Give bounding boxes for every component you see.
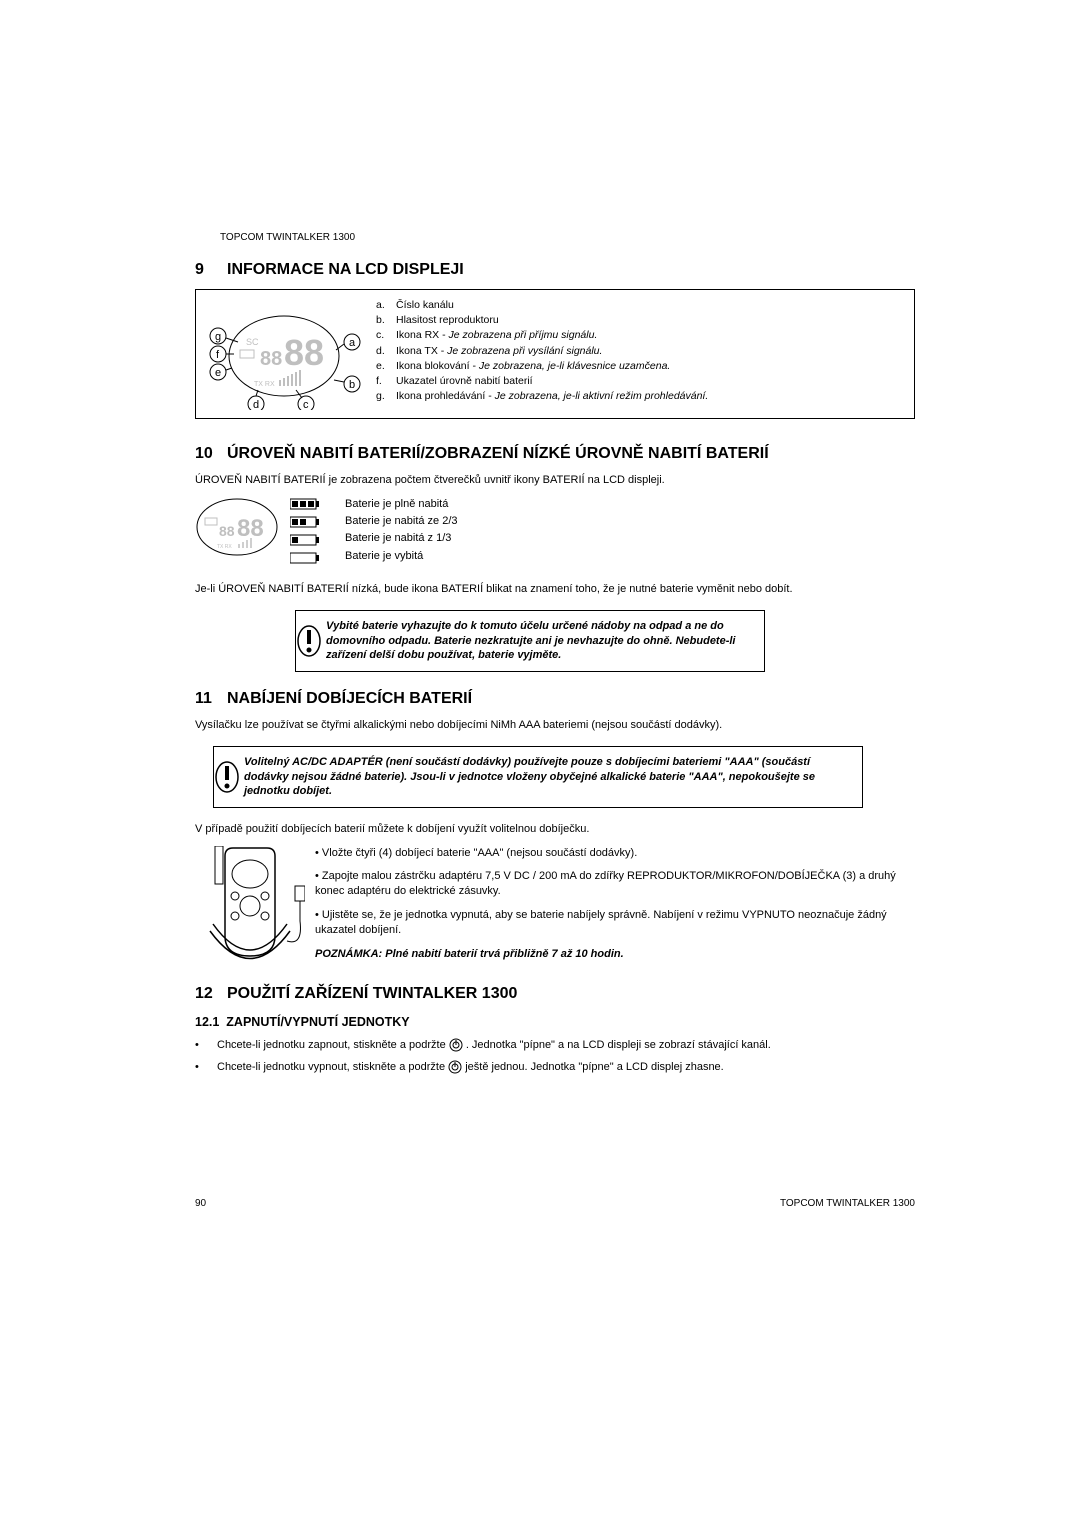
warning-icon <box>214 760 240 794</box>
battery-23-icon <box>290 516 322 528</box>
s10-intro: ÚROVEŇ NABITÍ BATERIÍ je zobrazena počte… <box>195 473 915 488</box>
lcd-svg: 88 88 SC TX RX a b c <box>206 310 376 410</box>
svg-text:d: d <box>253 399 259 410</box>
s11-line2: V případě použití dobíjecích baterií můž… <box>195 822 915 837</box>
svg-text:88: 88 <box>237 515 264 542</box>
battery-labels: Baterie je plně nabitá Baterie je nabitá… <box>345 496 458 564</box>
svg-text:TX RX: TX RX <box>254 381 275 388</box>
svg-text:88: 88 <box>219 523 235 539</box>
adapter-warning: Volitelný AC/DC ADAPTÉR (není součástí d… <box>213 746 863 809</box>
svg-text:88: 88 <box>260 348 282 370</box>
section-12-title: 12POUŽITÍ ZAŘÍZENÍ TWINTALKER 1300 <box>195 985 915 1003</box>
power-button-icon <box>448 1060 462 1074</box>
s11-intro: Vysílačku lze používat se čtyřmi alkalic… <box>195 718 915 733</box>
battery-full-icon <box>290 498 322 510</box>
battery-empty-icon <box>290 552 322 564</box>
s10-note: Je-li ÚROVEŇ NABITÍ BATERIÍ nízká, bude … <box>195 582 915 597</box>
svg-text:f: f <box>216 349 220 361</box>
battery-level-table: 88 88 TX RX Baterie je plně nabitá Bater… <box>195 496 915 570</box>
svg-text:e: e <box>215 367 221 379</box>
section-10-title: 10ÚROVEŇ NABITÍ BATERIÍ/ZOBRAZENÍ NÍZKÉ … <box>195 445 915 463</box>
header-product: TOPCOM TWINTALKER 1300 <box>220 232 915 243</box>
power-button-icon <box>449 1038 463 1052</box>
svg-text:b: b <box>349 379 355 391</box>
battery-icons-column <box>290 496 345 570</box>
power-off-bullet: • Chcete-li jednotku vypnout, stiskněte … <box>195 1059 915 1076</box>
section-11-title: 11NABÍJENÍ DOBÍJECÍCH BATERIÍ <box>195 690 915 708</box>
lcd-legend-list: a.Číslo kanálu b.Hlasitost reproduktoru … <box>376 290 718 418</box>
svg-text:g: g <box>215 331 221 343</box>
manual-page: TOPCOM TWINTALKER 1300 9INFORMACE NA LCD… <box>195 232 915 1076</box>
section-12-1-title: 12.1 ZAPNUTÍ/VYPNUTÍ JEDNOTKY <box>195 1015 915 1029</box>
footer-product: TOPCOM TWINTALKER 1300 <box>780 1198 915 1209</box>
svg-text:SC: SC <box>246 337 259 347</box>
lcd-diagram: 88 88 SC TX RX a b c <box>196 290 376 418</box>
svg-text:a: a <box>349 337 356 349</box>
battery-13-icon <box>290 534 322 546</box>
power-on-bullet: • Chcete-li jednotku zapnout, stiskněte … <box>195 1037 915 1054</box>
svg-text:88: 88 <box>284 332 324 373</box>
section-9-num: 9 <box>195 261 227 279</box>
charge-time-note: POZNÁMKA: Plné nabití baterií trvá přibl… <box>315 947 915 962</box>
charger-bullets: • Vložte čtyři (4) dobíjecí baterie "AAA… <box>315 846 915 970</box>
svg-text:TX RX: TX RX <box>217 544 232 550</box>
warning-icon <box>296 624 322 658</box>
page-number: 90 <box>195 1198 206 1209</box>
charger-instructions: • Vložte čtyři (4) dobíjecí baterie "AAA… <box>195 846 915 971</box>
lcd-mini-diagram: 88 88 TX RX <box>195 496 290 563</box>
charger-diagram <box>195 846 315 971</box>
lcd-info-box: 88 88 SC TX RX a b c <box>195 289 915 419</box>
svg-text:c: c <box>303 399 309 410</box>
battery-disposal-warning: Vybité baterie vyhazujte do k tomuto úče… <box>295 610 765 673</box>
page-footer: 90 TOPCOM TWINTALKER 1300 <box>195 1198 915 1209</box>
section-9-title: 9INFORMACE NA LCD DISPLEJI <box>195 261 915 279</box>
